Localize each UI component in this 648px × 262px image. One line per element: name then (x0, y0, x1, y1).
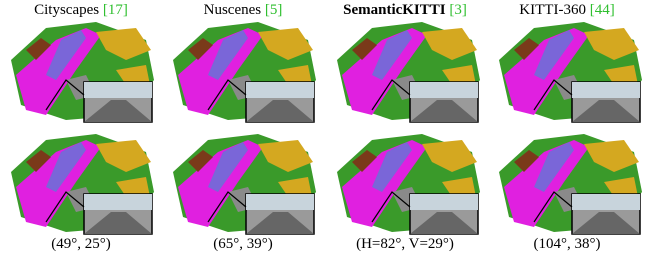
scene-image (11, 134, 154, 234)
dataset-name: Nuscenes (204, 2, 261, 18)
column-header: Nuscenes [5] (162, 2, 324, 19)
scene-image (173, 134, 316, 234)
fov-caption: (49°, 25°) (0, 236, 162, 253)
scene-image (499, 22, 642, 122)
scene-image (337, 22, 480, 122)
dataset-name: KITTI-360 (519, 2, 586, 18)
scene-image (499, 134, 642, 234)
citation: [44] (590, 2, 615, 18)
citation: [5] (265, 2, 283, 18)
column-header: Cityscapes [17] (0, 2, 162, 19)
fov-caption: (104°, 38°) (486, 236, 648, 253)
citation: [17] (103, 2, 128, 18)
fov-caption: (65°, 39°) (162, 236, 324, 253)
scene-image (337, 134, 480, 234)
scenes (0, 0, 648, 262)
dataset-name: SemanticKITTI (343, 2, 446, 18)
scene-image (173, 22, 316, 122)
scene-image (11, 22, 154, 122)
figure: Cityscapes [17] Nuscenes [5] SemanticKIT… (0, 0, 648, 262)
citation: [3] (449, 2, 467, 18)
fov-caption: (H=82°, V=29°) (324, 236, 486, 253)
dataset-name: Cityscapes (34, 2, 99, 18)
column-header: KITTI-360 [44] (486, 2, 648, 19)
column-header: SemanticKITTI [3] (324, 2, 486, 19)
